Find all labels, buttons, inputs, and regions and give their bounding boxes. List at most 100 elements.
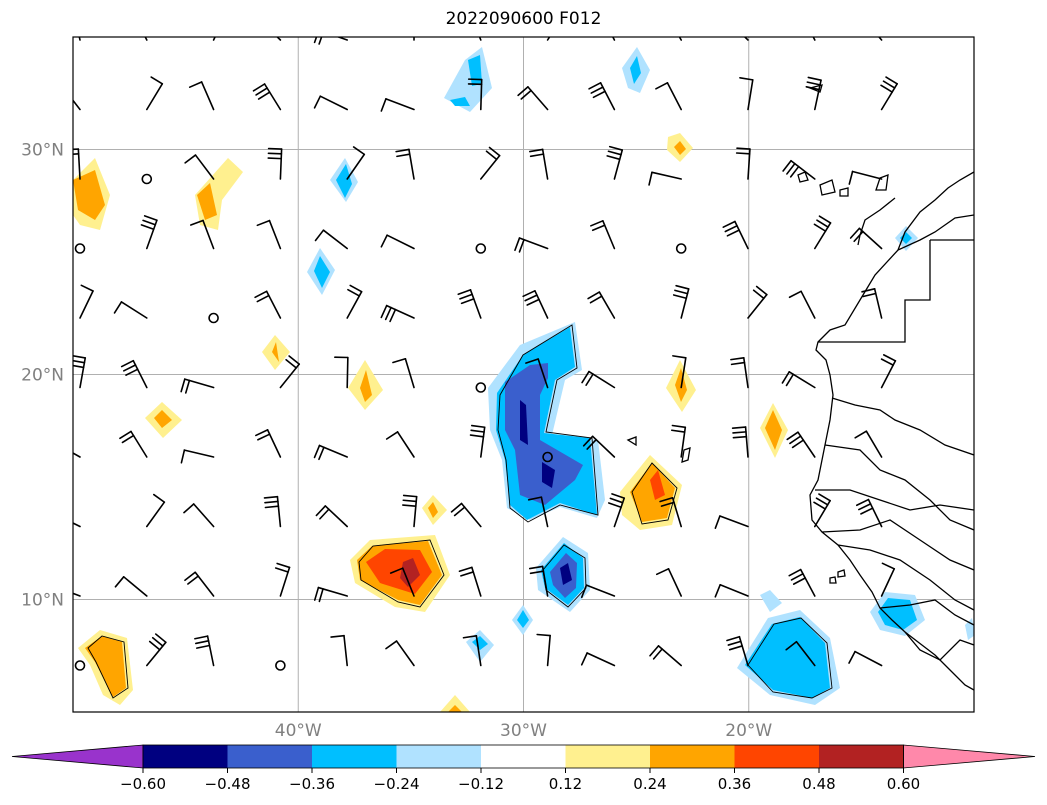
colorbar-tick-label: 0.48 [802, 775, 835, 793]
colorbar-tick-label: −0.36 [289, 775, 335, 793]
map-frame [72, 36, 975, 713]
wind-barb [188, 81, 215, 111]
wind-barb [380, 234, 415, 250]
wind-barb [346, 284, 363, 319]
wind-barb [275, 660, 286, 671]
wind-barb [140, 215, 158, 250]
wind-barb [855, 498, 883, 528]
wind-barb [546, 37, 551, 41]
wind-barb [385, 640, 415, 667]
wind-barb [315, 505, 349, 528]
wind-barb [649, 645, 683, 667]
wind-barb [263, 495, 282, 528]
wind-barb [380, 98, 415, 112]
wind-barb [120, 359, 148, 389]
wind-barb [722, 220, 749, 250]
positive-anomaly-central [350, 535, 450, 612]
wind-barb [146, 76, 164, 111]
anomaly-contours [87, 324, 833, 699]
wind-barb [587, 291, 616, 319]
positive-anomaly-small [73, 133, 788, 712]
wind-barb [469, 424, 486, 458]
wind-barb [588, 82, 616, 111]
wind-barb [73, 522, 81, 528]
lon-tick-label: 30°W [500, 721, 547, 741]
wind-barb [313, 95, 349, 111]
wind-barb [146, 633, 167, 667]
wind-barb [861, 288, 883, 319]
colorbar-segment [819, 745, 904, 768]
wind-barb [580, 652, 616, 667]
wind-barb [274, 562, 291, 597]
negative-anomaly-central [488, 322, 605, 520]
wind-barb [608, 493, 626, 528]
wind-barb [479, 146, 501, 180]
wind-barb [385, 431, 415, 458]
wind-barb [655, 82, 683, 111]
wind-barb [478, 37, 482, 41]
wind-barb [180, 449, 215, 464]
wind-barb [413, 37, 415, 41]
wind-barb [672, 355, 687, 389]
wind-barb [880, 354, 897, 389]
wind-barb [457, 289, 482, 319]
colorbar-segment [143, 745, 228, 768]
colorbar-tick-label: 0.12 [549, 775, 582, 793]
wind-barb [380, 304, 415, 323]
wind-barb [788, 568, 816, 597]
wind-barb [781, 371, 816, 389]
wind-barb [184, 571, 215, 597]
wind-barb [517, 86, 549, 111]
wind-barb [782, 159, 816, 180]
wind-barb [73, 592, 81, 597]
wind-barb [73, 148, 81, 180]
colorbar-tick-label: −0.60 [120, 775, 166, 793]
wind-barb [854, 430, 883, 458]
colorbar-tick-label: 0.24 [633, 775, 666, 793]
colorbar-tick-label: −0.24 [374, 775, 420, 793]
colorbar-extend-low [11, 744, 144, 769]
wind-barb [208, 312, 219, 324]
wind-barb [611, 37, 616, 41]
colorbar-segment [565, 745, 650, 768]
axis-tick-labels: 10°N 20°N 30°N 40°W 30°W 20°W [21, 141, 772, 742]
wind-barb [788, 290, 816, 319]
wind-barb [467, 78, 483, 111]
wind-barb [880, 76, 898, 111]
colorbar-segment [396, 745, 481, 768]
wind-barb [113, 301, 148, 319]
wind-barb [74, 243, 86, 254]
wind-barb [184, 154, 215, 180]
wind-barb [79, 284, 94, 319]
wind-barb [73, 452, 81, 458]
colorbar-segment [734, 745, 819, 768]
wind-barb [747, 285, 768, 319]
wind-barb [395, 148, 415, 180]
wind-barb [190, 219, 215, 250]
colorbar-extend-high [903, 744, 1036, 769]
wind-barb [458, 566, 482, 597]
colorbar-tick-label: 0.36 [718, 775, 751, 793]
wind-barb [525, 358, 549, 389]
wind-barb [529, 148, 549, 180]
lon-tick-label: 20°W [725, 721, 772, 741]
wind-barb [714, 583, 749, 598]
coastline [626, 84, 974, 691]
wind-barb [73, 99, 81, 111]
wind-barb [475, 243, 487, 254]
wind-barb [514, 237, 549, 253]
wind-barb [805, 76, 822, 111]
wind-barb [267, 147, 283, 180]
wind-barb [812, 37, 816, 41]
wind-barb [675, 243, 687, 254]
wind-barb [141, 173, 153, 185]
colorbar-segment [312, 745, 397, 768]
wind-barb [880, 562, 896, 597]
map-title: 2022090600 F012 [445, 9, 602, 29]
colorbar-segment [481, 745, 566, 768]
wind-barb [527, 496, 549, 528]
wind-barb [180, 378, 215, 394]
wind-barb [659, 496, 683, 528]
wind-barb [144, 37, 148, 41]
wind-barb [256, 219, 282, 250]
